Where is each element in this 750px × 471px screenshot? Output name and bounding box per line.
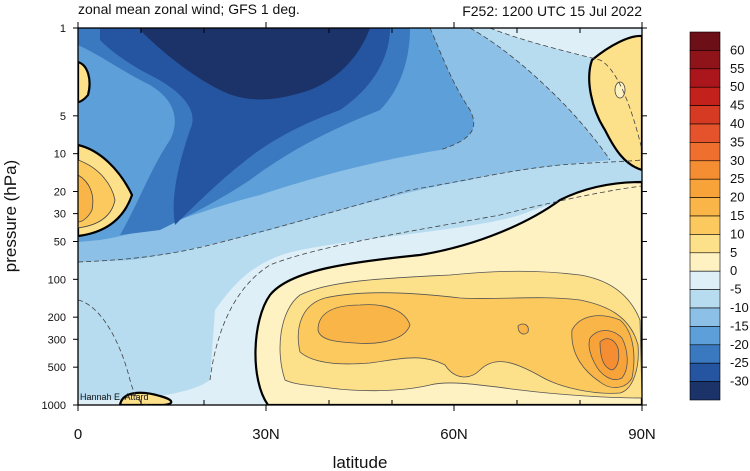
colorbar-label: 45	[730, 98, 744, 113]
jet-15	[317, 304, 411, 344]
colorbar-swatch	[689, 234, 721, 254]
colorbar-label: 30	[730, 153, 744, 168]
colorbar-label: -20	[730, 337, 749, 352]
colorbar-swatch	[689, 142, 721, 162]
colorbar-label: 40	[730, 116, 744, 131]
y-tick-label: 200	[48, 312, 66, 324]
colorbar-label: 15	[730, 208, 744, 223]
jet-25	[599, 338, 620, 371]
colorbar-label: 0	[730, 263, 737, 278]
colorbar-swatch	[689, 289, 721, 309]
colorbar-label: 55	[730, 61, 744, 76]
colorbar-label: 50	[730, 79, 744, 94]
colorbar-label: -15	[730, 318, 749, 333]
y-tick-label: 500	[48, 362, 66, 374]
colorbar-swatch	[689, 160, 721, 180]
x-axis-label: latitude	[333, 453, 388, 471]
top-right-inner	[614, 81, 626, 99]
colorbar-label: -30	[730, 374, 749, 389]
colorbar-label: -25	[730, 355, 749, 370]
y-tick-label: 1	[60, 23, 66, 35]
qbo-lobe-15	[78, 174, 94, 223]
colorbar-swatch	[689, 326, 721, 346]
y-tick-label: 100	[48, 274, 66, 286]
credit-text: Hannah E. Attard	[80, 392, 149, 402]
y-tick-label: 30	[54, 209, 66, 221]
x-axis-ticks: 0 30N 60N 90N	[74, 22, 656, 443]
y-tick-label: 5	[60, 111, 66, 123]
colorbar-label: 60	[730, 42, 744, 57]
plot-frame	[77, 27, 643, 406]
colorbar-swatch	[689, 362, 721, 382]
colorbar: 605550454035302520151050-5-10-15-20-25-3…	[689, 31, 749, 401]
colorbar-swatch	[689, 31, 721, 51]
y-tick-label: 10	[54, 149, 66, 161]
band-neg30	[140, 28, 370, 100]
colorbar-swatch	[689, 68, 721, 88]
x-tick-label: 90N	[628, 426, 656, 443]
colorbar-swatch	[689, 123, 721, 143]
colorbar-swatch	[689, 344, 721, 364]
top-right-westerly	[588, 34, 642, 172]
x-minor-ticks	[140, 28, 581, 405]
colorbar-swatch	[689, 105, 721, 125]
y-tick-label: 50	[54, 237, 66, 249]
x-tick-label: 30N	[252, 426, 280, 443]
x-tick-label: 0	[74, 426, 82, 443]
y-tick-label: 20	[54, 186, 66, 198]
y-axis-ticks: 1 5 10 20 30 50 100 200 300 500 1000	[42, 23, 647, 412]
y-tick-label: 300	[48, 334, 66, 346]
title-left: zonal mean zonal wind; GFS 1 deg.	[78, 1, 300, 17]
colorbar-swatch	[689, 381, 721, 401]
colorbar-label: -5	[730, 282, 742, 297]
colorbar-swatch	[689, 270, 721, 290]
colorbar-label: -10	[730, 300, 749, 315]
y-axis-label: pressure (hPa)	[1, 160, 20, 272]
title-right: F252: 1200 UTC 15 Jul 2022	[462, 3, 642, 19]
colorbar-swatch	[689, 178, 721, 198]
colorbar-swatch	[689, 50, 721, 70]
top-left-westerly	[78, 60, 91, 104]
colorbar-label: 20	[730, 190, 744, 205]
colorbar-label: 5	[730, 245, 737, 260]
colorbar-label: 25	[730, 171, 744, 186]
colorbar-swatch	[689, 197, 721, 217]
colorbar-swatch	[689, 307, 721, 327]
colorbar-label: 10	[730, 226, 744, 241]
x-tick-label: 60N	[440, 426, 468, 443]
colorbar-label: 35	[730, 134, 744, 149]
contour-field	[78, 28, 642, 405]
y-tick-label: 1000	[42, 400, 66, 412]
jet-15-small	[517, 323, 529, 335]
colorbar-swatch	[689, 252, 721, 272]
negative-contour-lines	[78, 28, 642, 405]
colorbar-swatch	[689, 215, 721, 235]
colorbar-swatch	[689, 86, 721, 106]
